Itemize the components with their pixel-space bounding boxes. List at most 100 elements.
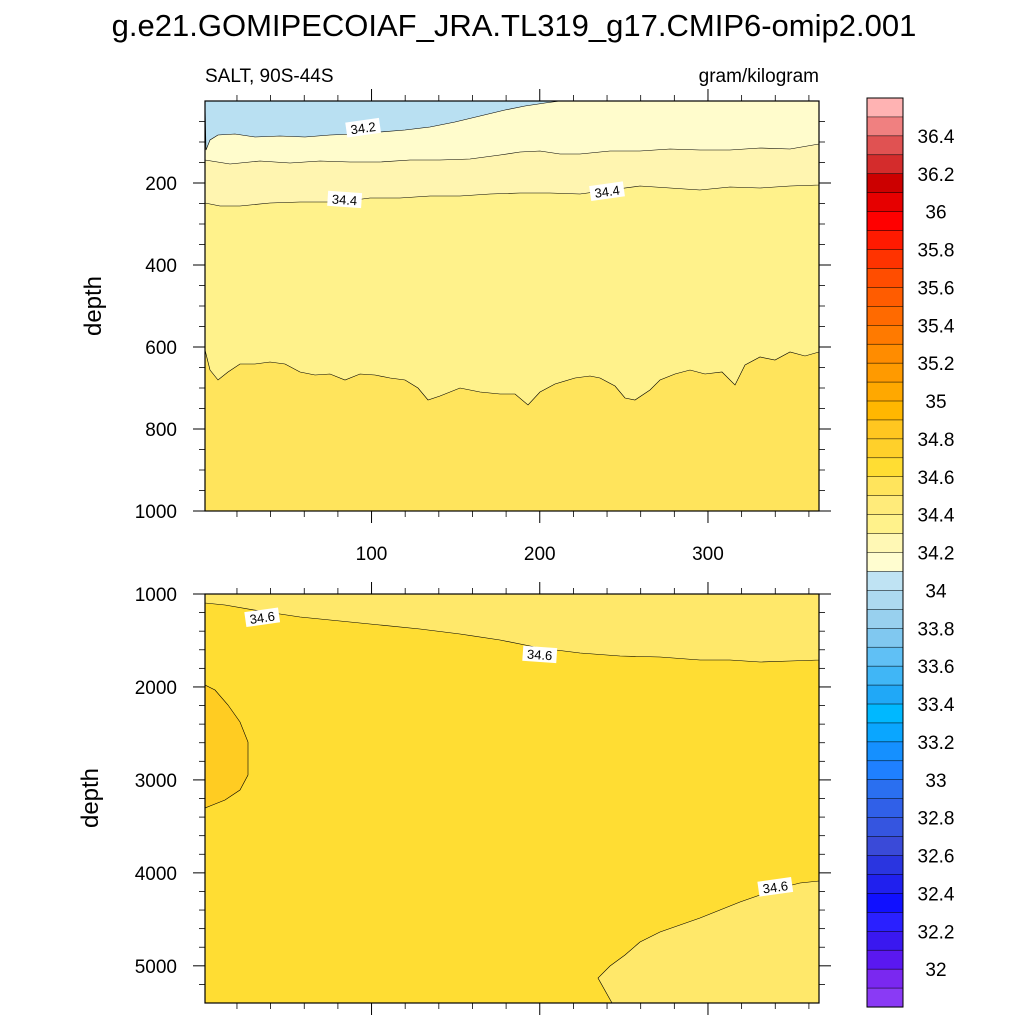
- colorbar-label: 34.4: [918, 506, 955, 527]
- upper-y-tick-label: 200: [145, 174, 177, 195]
- upper-x-tick-label: 100: [356, 544, 388, 565]
- upper-contour-label-box: [345, 117, 382, 138]
- upper-contour-label-text: 34.4: [331, 192, 357, 209]
- colorbar-label: 34: [925, 581, 947, 602]
- colorbar-swatch: [866, 722, 904, 743]
- colorbar-swatch: [866, 514, 904, 535]
- lower-y-tick-label: 3000: [135, 771, 177, 792]
- colorbar-swatch: [866, 665, 904, 686]
- upper-panel: [205, 101, 819, 511]
- upper-contour-label: 34.4: [327, 190, 363, 209]
- colorbar-frame: [866, 97, 904, 1008]
- colorbar-swatch: [866, 362, 904, 383]
- colorbar-swatch: [866, 116, 904, 137]
- colorbar-swatch: [866, 154, 904, 175]
- colorbar-swatch: [866, 249, 904, 269]
- figure-title: g.e21.GOMIPECOIAF_JRA.TL319_g17.CMIP6-om…: [112, 8, 917, 43]
- upper-x-tick-label: 200: [524, 544, 556, 565]
- lower-contour-label-box: [757, 877, 794, 897]
- upper-contour-label-text: 34.2: [350, 119, 377, 137]
- colorbar-label: 32.8: [918, 809, 955, 830]
- upper-contour-label: 34.4: [589, 181, 625, 201]
- colorbar-swatch: [866, 173, 904, 194]
- lower-contour-labels: 34.6 34.6 34.6: [244, 607, 794, 897]
- colorbar-label: 34.6: [918, 468, 955, 489]
- lower-axes: 1000 2000 3000 4000 5000: [135, 582, 831, 1015]
- colorbar-swatch: [866, 192, 904, 213]
- colorbar-swatch: [866, 912, 904, 932]
- colorbar-label: 35.2: [918, 354, 955, 375]
- colorbar-label: 35.6: [918, 278, 955, 299]
- subtitle-right: gram/kilogram: [699, 66, 819, 87]
- upper-contour-label-box: [589, 181, 625, 201]
- lower-contour-label-text: 34.6: [249, 609, 276, 627]
- colorbar-swatch: [866, 817, 904, 838]
- colorbar-swatch: [866, 495, 904, 516]
- colorbar-swatch: [866, 968, 904, 989]
- colorbar-label: 32.4: [918, 884, 955, 905]
- colorbar-swatch: [866, 230, 904, 251]
- colorbar-swatch: [866, 949, 904, 970]
- colorbar-label: 35.4: [918, 316, 955, 337]
- colorbar-label: 32.6: [918, 847, 955, 868]
- upper-contour-labels: 34.2 34.4 34.4: [327, 117, 625, 209]
- upper-contour-label-text: 34.4: [594, 183, 621, 201]
- colorbar-label: 36.4: [918, 127, 955, 148]
- upper-y-tick-label: 800: [145, 420, 177, 441]
- lower-y-tick-label: 2000: [135, 678, 177, 699]
- colorbar-label: 33.6: [918, 657, 955, 678]
- colorbar-label: 33.4: [918, 695, 955, 716]
- lower-contour-label-box: [522, 645, 558, 664]
- colorbar-swatch: [866, 609, 904, 629]
- upper-contour-label-box: [327, 190, 363, 209]
- colorbar-swatch: [866, 97, 904, 118]
- colorbar-swatch: [866, 779, 904, 800]
- colorbar-swatch: [866, 874, 904, 894]
- lower-y-tick-label: 1000: [135, 585, 177, 606]
- colorbar-swatch: [866, 893, 904, 913]
- colorbar-swatch: [866, 552, 904, 572]
- colorbar-swatch: [866, 684, 904, 705]
- lower-contour-label: 34.6: [244, 607, 281, 628]
- lower-panel: [205, 594, 819, 1003]
- colorbar-swatch: [866, 211, 904, 232]
- upper-contour-label: 34.2: [345, 117, 382, 138]
- colorbar-swatch: [866, 931, 904, 951]
- colorbar-swatch: [866, 798, 904, 819]
- colorbar-swatch: [866, 987, 904, 1008]
- colorbar-label: 33: [925, 771, 946, 792]
- colorbar-label: 36.2: [918, 165, 955, 186]
- colorbar: 36.4 36.2 36 35.8 35.6 35.4 35.2 35 34.8 34.6 34.4…: [866, 97, 955, 1008]
- colorbar-swatch: [866, 646, 904, 667]
- colorbar-swatch: [866, 419, 904, 440]
- colorbar-swatch: [866, 135, 904, 156]
- colorbar-swatch: [866, 590, 904, 610]
- subtitle-left: SALT, 90S-44S: [205, 66, 334, 87]
- colorbar-swatch: [866, 457, 904, 478]
- colorbar-swatch: [866, 268, 904, 288]
- colorbar-swatch: [866, 400, 904, 421]
- colorbar-swatch: [866, 287, 904, 307]
- colorbar-label: 34.8: [918, 430, 955, 451]
- lower-contour-label-text: 34.6: [527, 647, 553, 664]
- lower-y-tick-label: 4000: [135, 864, 177, 885]
- colorbar-label: 36: [925, 203, 946, 224]
- upper-y-tick-label: 400: [145, 256, 177, 277]
- colorbar-swatch: [866, 571, 904, 591]
- colorbar-swatch: [866, 836, 904, 857]
- upper-y-tick-label: 600: [145, 338, 177, 359]
- upper-x-tick-label: 300: [692, 544, 724, 565]
- colorbar-label: 33.8: [918, 619, 955, 640]
- colorbar-swatch: [866, 306, 904, 326]
- colorbar-swatch: [866, 703, 904, 724]
- colorbar-swatch: [866, 381, 904, 402]
- colorbar-swatch: [866, 476, 904, 497]
- lower-contour-label-box: [244, 607, 281, 628]
- lower-y-axis-label: depth: [77, 768, 104, 828]
- colorbar-label: 32.2: [918, 922, 955, 943]
- colorbar-swatch: [866, 325, 904, 345]
- colorbar-swatch: [866, 438, 904, 459]
- colorbar-label: 32: [925, 960, 946, 981]
- colorbar-swatch: [866, 343, 904, 364]
